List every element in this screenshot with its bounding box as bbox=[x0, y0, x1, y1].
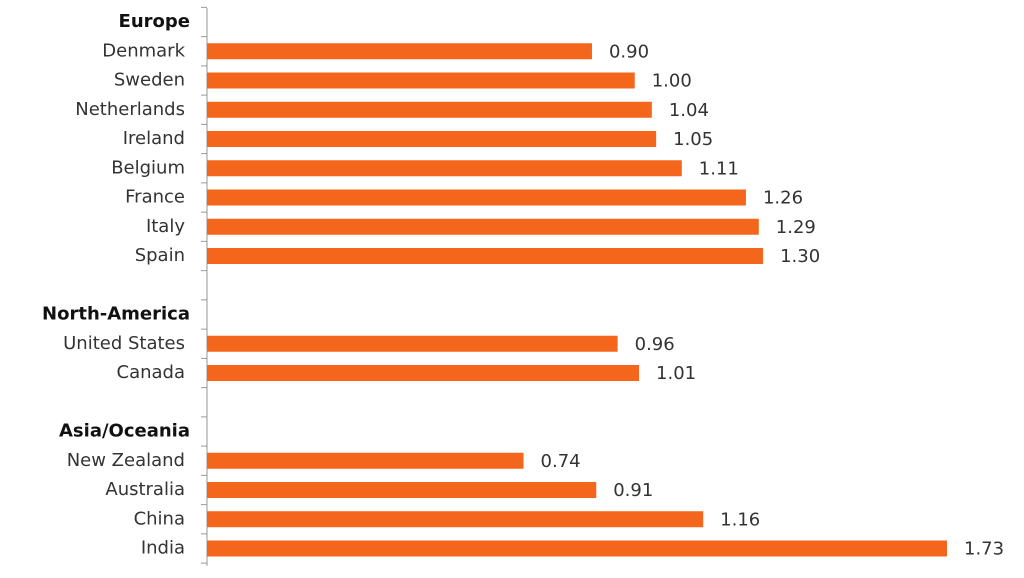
category-label: Italy bbox=[146, 216, 185, 237]
category-label: Canada bbox=[117, 362, 186, 383]
value-label: 1.01 bbox=[656, 363, 696, 384]
bar bbox=[207, 540, 947, 557]
category-label: France bbox=[125, 187, 185, 208]
bar bbox=[207, 511, 704, 528]
bar bbox=[207, 160, 682, 177]
bar bbox=[207, 482, 597, 498]
category-label: Australia bbox=[105, 479, 185, 500]
group-label: North-America bbox=[42, 304, 190, 325]
bar bbox=[207, 452, 524, 469]
value-label: 1.16 bbox=[720, 509, 760, 530]
value-label: 1.73 bbox=[964, 539, 1004, 560]
value-label: 0.90 bbox=[609, 41, 649, 62]
bar bbox=[207, 43, 592, 60]
value-label: 1.29 bbox=[776, 217, 816, 238]
bar bbox=[207, 365, 640, 381]
category-label: Denmark bbox=[102, 40, 185, 61]
category-label: New Zealand bbox=[67, 450, 185, 471]
category-label: China bbox=[134, 508, 185, 529]
category-label: Spain bbox=[135, 245, 185, 266]
category-label: Sweden bbox=[114, 70, 185, 91]
category-label: India bbox=[141, 538, 185, 559]
bar bbox=[207, 248, 764, 264]
category-label: United States bbox=[63, 333, 185, 354]
value-label: 1.00 bbox=[652, 71, 692, 92]
bar bbox=[207, 335, 618, 352]
bar bbox=[207, 72, 635, 89]
category-label: Netherlands bbox=[75, 99, 185, 120]
value-label: 1.30 bbox=[780, 246, 820, 267]
bar bbox=[207, 131, 657, 147]
value-label: 0.91 bbox=[613, 480, 653, 501]
value-label: 1.11 bbox=[699, 158, 739, 179]
value-label: 1.26 bbox=[763, 188, 803, 209]
category-label: Belgium bbox=[111, 157, 185, 178]
group-label: Asia/Oceania bbox=[59, 421, 190, 442]
value-label: 1.04 bbox=[669, 100, 709, 121]
bar bbox=[207, 189, 746, 206]
group-label: Europe bbox=[119, 11, 190, 32]
bar bbox=[207, 218, 759, 235]
value-label: 0.74 bbox=[541, 451, 581, 472]
value-label: 0.96 bbox=[635, 334, 675, 355]
value-label: 1.05 bbox=[673, 129, 713, 150]
bar bbox=[207, 101, 652, 118]
category-label: Ireland bbox=[123, 128, 185, 149]
